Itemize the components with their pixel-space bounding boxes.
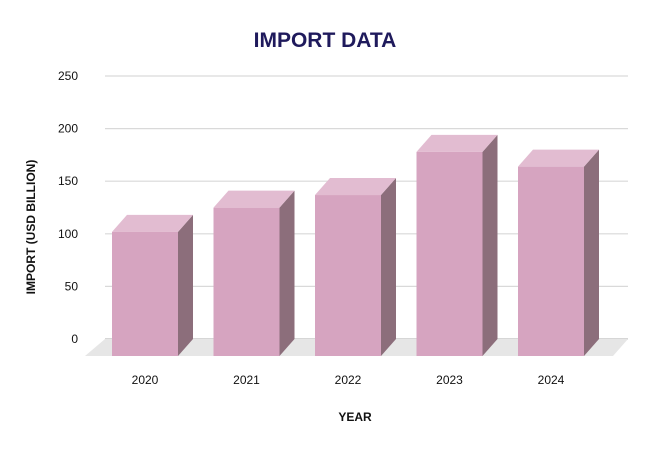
y-tick-label: 250	[58, 69, 78, 83]
bar-side	[381, 178, 396, 356]
x-tick-label: 2022	[335, 373, 362, 387]
bar-2020	[112, 214, 193, 356]
bar-2024	[518, 149, 599, 356]
bar-top	[518, 149, 599, 167]
x-axis-label: YEAR	[338, 410, 372, 424]
x-axis-ticks: 2020 2021 2022 2023 2024	[132, 373, 565, 387]
y-tick-label: 50	[65, 279, 79, 293]
bar-front	[112, 231, 178, 356]
bar-top	[112, 214, 193, 232]
bar-front	[518, 166, 584, 356]
bar-top	[416, 134, 498, 152]
y-tick-label: 100	[58, 227, 78, 241]
bar-side	[482, 134, 498, 356]
x-tick-label: 2021	[233, 373, 260, 387]
bar-top	[213, 190, 295, 208]
bar-2022	[315, 178, 396, 356]
bar-side	[279, 190, 295, 356]
y-tick-label: 150	[58, 174, 78, 188]
y-tick-label: 0	[71, 332, 78, 346]
x-tick-label: 2023	[436, 373, 463, 387]
y-tick-label: 200	[58, 122, 78, 136]
bar-2023	[416, 134, 498, 356]
bar-side	[584, 149, 599, 356]
bar-top	[315, 178, 396, 196]
bars	[112, 134, 599, 356]
bar-side	[178, 214, 193, 356]
y-axis-label: IMPORT (USD BILLION)	[24, 160, 38, 295]
chart-title: IMPORT DATA	[254, 29, 397, 52]
x-tick-label: 2024	[538, 373, 565, 387]
y-axis-ticks: 0 50 100 150 200 250	[58, 69, 78, 346]
bar-front	[315, 195, 381, 356]
x-tick-label: 2020	[132, 373, 159, 387]
bar-2021	[213, 190, 295, 356]
bar-front	[213, 207, 280, 356]
bar-front	[416, 151, 483, 356]
